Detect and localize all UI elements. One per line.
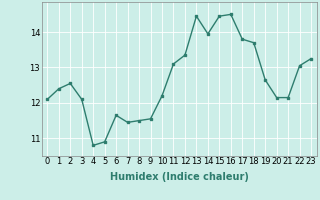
X-axis label: Humidex (Indice chaleur): Humidex (Indice chaleur) <box>110 172 249 182</box>
